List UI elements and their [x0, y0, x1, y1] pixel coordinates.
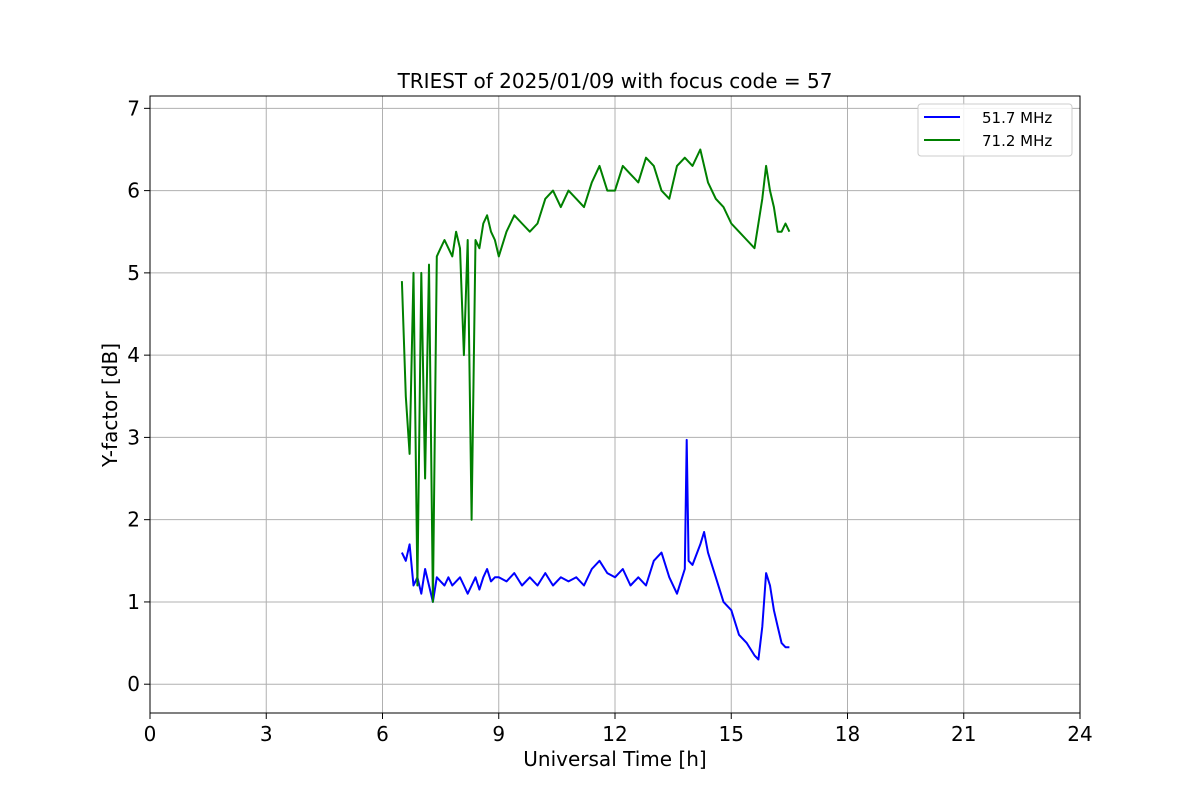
legend-label-71-2: 71.2 MHz [982, 132, 1052, 150]
chart-title: TRIEST of 2025/01/09 with focus code = 5… [397, 69, 833, 93]
legend-label-51-7: 51.7 MHz [982, 109, 1052, 127]
x-tick-label: 21 [951, 722, 976, 746]
y-tick-label: 1 [127, 590, 140, 614]
y-tick-label: 6 [127, 179, 140, 203]
x-tick-label: 18 [835, 722, 860, 746]
y-axis-ticks: 0 1 2 3 4 5 6 7 [127, 96, 150, 696]
legend: 51.7 MHz 71.2 MHz [917, 103, 1073, 157]
x-axis-label: Universal Time [h] [523, 747, 706, 771]
y-tick-label: 3 [127, 425, 140, 449]
series-line-71-2 [400, 148, 791, 603]
x-tick-label: 24 [1067, 722, 1092, 746]
series-layer [400, 148, 791, 661]
x-tick-label: 3 [260, 722, 273, 746]
y-tick-label: 2 [127, 508, 140, 532]
y-tick-label: 4 [127, 343, 140, 367]
y-tick-label: 7 [127, 96, 140, 120]
y-tick-label: 0 [127, 672, 140, 696]
y-tick-label: 5 [127, 261, 140, 285]
x-tick-label: 12 [602, 722, 627, 746]
series-line-51-7 [400, 438, 790, 661]
x-tick-label: 0 [144, 722, 157, 746]
x-tick-label: 9 [492, 722, 505, 746]
y-axis-label: Y-factor [dB] [98, 343, 122, 468]
x-tick-label: 15 [719, 722, 744, 746]
x-axis-ticks: 0 3 6 9 12 15 18 21 24 [144, 713, 1093, 746]
x-tick-label: 6 [376, 722, 389, 746]
